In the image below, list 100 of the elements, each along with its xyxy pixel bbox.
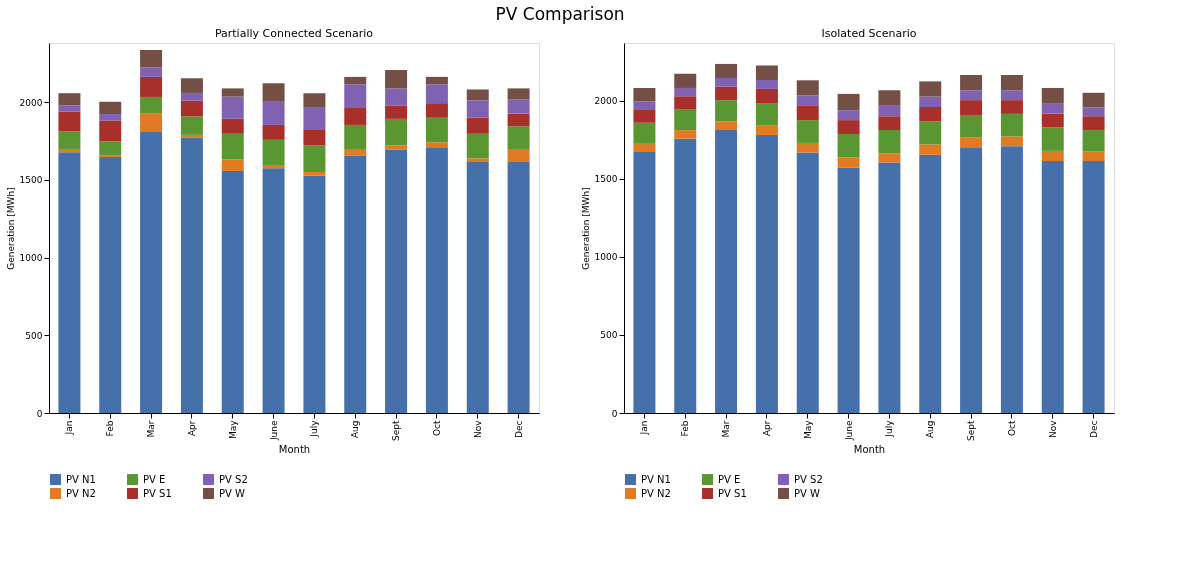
bar	[715, 86, 738, 101]
bar	[715, 77, 738, 87]
bar	[837, 93, 860, 111]
bar	[837, 120, 860, 135]
bar	[99, 156, 122, 413]
bar	[633, 142, 656, 152]
x-tick-label: July	[309, 419, 320, 438]
bar	[99, 114, 122, 121]
bar	[715, 63, 738, 78]
bar	[633, 87, 656, 102]
bar	[633, 109, 656, 123]
bar	[1082, 116, 1105, 131]
bar	[674, 73, 697, 88]
bar	[674, 130, 697, 139]
bar	[58, 131, 81, 150]
bar	[1000, 100, 1023, 114]
x-tick-label: July	[884, 419, 895, 438]
bar	[180, 100, 203, 117]
x-tick-label: Mar	[721, 420, 732, 438]
bar	[221, 118, 244, 134]
x-tick-label: June	[268, 420, 279, 442]
bar	[507, 88, 530, 100]
bar	[507, 162, 530, 413]
bar	[221, 159, 244, 171]
bar	[99, 120, 122, 142]
y-axis-title: Generation [MWh]	[5, 187, 16, 270]
bar	[303, 130, 326, 146]
bar	[180, 134, 203, 138]
text: PV Comparison	[495, 3, 625, 24]
bar	[878, 116, 901, 131]
bar	[221, 88, 244, 97]
bar	[1041, 150, 1064, 162]
x-tick-label: Nov	[472, 419, 483, 439]
bar	[633, 122, 656, 143]
x-tick-label: Dec	[1088, 420, 1099, 438]
bar	[507, 126, 530, 150]
bar	[878, 162, 901, 413]
bar	[878, 105, 901, 117]
legend-label: PV S1	[143, 487, 172, 499]
bar	[425, 142, 448, 148]
bar	[507, 99, 530, 114]
y-tick-label: 500	[600, 330, 618, 341]
bar	[1000, 146, 1023, 413]
bar	[344, 149, 367, 156]
bar	[878, 153, 901, 163]
bar	[262, 168, 285, 413]
bar	[796, 120, 819, 143]
bar	[99, 141, 122, 155]
y-tick-label: 500	[25, 330, 43, 341]
bar	[919, 154, 942, 413]
bar	[878, 130, 901, 154]
bar	[796, 142, 819, 153]
bar	[140, 96, 163, 114]
bar	[344, 107, 367, 125]
bar	[837, 134, 860, 158]
x-tick-label: Jan	[639, 420, 650, 436]
bar	[755, 80, 778, 89]
bar	[960, 147, 983, 413]
bar	[796, 105, 819, 121]
bar	[960, 114, 983, 138]
bar	[303, 172, 326, 176]
x-tick-label: Aug	[925, 420, 936, 439]
bar	[715, 121, 738, 131]
legend-label: PV S2	[219, 473, 248, 485]
bar	[221, 170, 244, 413]
bar	[507, 149, 530, 163]
bar	[58, 105, 81, 112]
bar	[425, 147, 448, 413]
bar	[837, 157, 860, 168]
bar	[919, 144, 942, 155]
legend-label: PV N1	[66, 473, 96, 485]
x-tick-label: Oct	[1006, 420, 1017, 437]
legend-label: PV W	[794, 487, 821, 499]
bar	[466, 117, 489, 134]
x-axis-title: Month	[278, 443, 311, 455]
bar	[221, 133, 244, 160]
bar	[1082, 92, 1105, 108]
y-tick-label: 1000	[19, 253, 43, 264]
bar	[1000, 136, 1023, 147]
bar	[303, 93, 326, 108]
bar	[878, 90, 901, 106]
bar	[425, 117, 448, 143]
bar	[58, 111, 81, 132]
bar	[755, 134, 778, 413]
bar	[715, 130, 738, 413]
bar	[303, 175, 326, 413]
x-tick-label: Sept	[966, 420, 977, 441]
bar	[180, 92, 203, 101]
bar	[1000, 90, 1023, 101]
x-tick-label: Aug	[350, 420, 361, 439]
bar	[425, 84, 448, 104]
bar	[99, 101, 122, 115]
bar	[633, 151, 656, 413]
x-tick-label: Oct	[431, 420, 442, 437]
bar	[960, 100, 983, 115]
bar	[1041, 113, 1064, 128]
x-tick-label: June	[843, 420, 854, 442]
bar	[466, 100, 489, 118]
bar	[385, 145, 408, 150]
bar	[674, 109, 697, 131]
